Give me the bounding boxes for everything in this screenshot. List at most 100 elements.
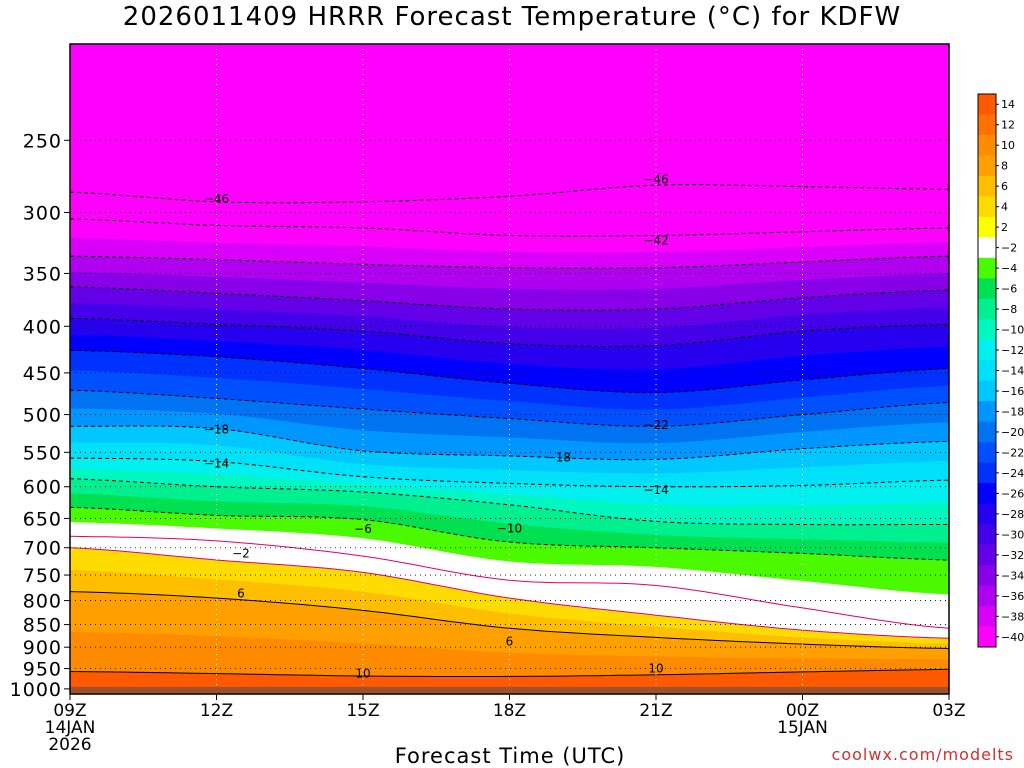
colorbar-swatch — [978, 237, 996, 259]
colorbar-swatch — [978, 298, 996, 320]
colorbar-swatch — [978, 319, 996, 341]
colorbar-swatch — [978, 421, 996, 443]
colorbar-label: −28 — [1001, 508, 1024, 521]
x-tick-label: 03Z — [932, 701, 965, 721]
colorbar-label: −40 — [1001, 631, 1024, 644]
y-tick-label: 850 — [23, 615, 62, 637]
colorbar-swatch — [978, 114, 996, 136]
contour-label: −46 — [204, 192, 229, 206]
ground-layer — [70, 686, 949, 694]
colorbar-label: 4 — [1001, 201, 1008, 214]
colorbar-label: −20 — [1001, 426, 1024, 439]
y-tick-label: 950 — [23, 659, 62, 681]
colorbar-swatch — [978, 524, 996, 546]
colorbar-label: −10 — [1001, 324, 1024, 337]
contour-line — [70, 425, 949, 461]
colorbar-swatch — [978, 626, 996, 648]
y-tick-label: 650 — [23, 508, 62, 530]
contour-label: −46 — [643, 172, 668, 186]
colorbar-label: 2 — [1001, 221, 1008, 234]
colorbar-label: −8 — [1001, 303, 1017, 316]
colorbar: 14 12 10 8 6 4 2 −2 −4 −6 −8 −10 −12 −14 −16 −18 −20 −22 −… — [977, 93, 1024, 648]
contour-label: −6 — [354, 522, 372, 536]
x-tick-label: 18Z — [493, 701, 526, 721]
colorbar-label: −26 — [1001, 487, 1024, 500]
x-tick-label: 09Z — [53, 701, 86, 721]
colorbar-swatch — [978, 565, 996, 587]
y-tick-label: 500 — [23, 405, 62, 427]
colorbar-label: −4 — [1001, 262, 1017, 275]
colorbar-label: 6 — [1001, 180, 1008, 193]
y-tick-label: 900 — [23, 637, 62, 659]
colorbar-label: −12 — [1001, 344, 1024, 357]
colorbar-label: 8 — [1001, 160, 1008, 173]
x-tick-label: 15JAN — [777, 718, 828, 738]
colorbar-label: −30 — [1001, 528, 1024, 541]
colorbar-swatch — [978, 155, 996, 177]
contour-line — [70, 535, 949, 629]
x-tick-label: 21Z — [639, 701, 672, 721]
contour-label: 6 — [237, 587, 245, 601]
x-tick-label: 2026 — [48, 735, 91, 755]
colorbar-swatch — [978, 175, 996, 197]
contour-label: 6 — [506, 634, 514, 648]
colorbar-label: −24 — [1001, 467, 1024, 480]
x-tick-label: 12Z — [200, 701, 233, 721]
y-tick-label: 400 — [23, 316, 62, 338]
y-tick-label: 550 — [23, 442, 62, 464]
y-tick-label: 800 — [23, 591, 62, 613]
colorbar-label: 12 — [1001, 119, 1015, 132]
colorbar-swatch — [978, 94, 996, 115]
contour-label: −18 — [546, 450, 571, 464]
contour-line — [70, 668, 949, 677]
y-tick-label: 300 — [23, 202, 62, 224]
colorbar-swatch — [978, 278, 996, 300]
y-tick-label: 600 — [23, 477, 62, 499]
contour-labels: −46 −46 −42 −22 −18 −18 −14 −14 −10 −6 −2 6 6 10 10 — [204, 172, 669, 680]
colorbar-label: −6 — [1001, 283, 1017, 296]
colorbar-label: 14 — [1001, 98, 1015, 111]
colorbar-swatch — [978, 503, 996, 525]
x-axis-label: Forecast Time (UTC) — [394, 744, 626, 768]
contour-label: −10 — [497, 522, 522, 536]
colorbar-swatch — [978, 585, 996, 607]
colorbar-label: −14 — [1001, 365, 1024, 378]
contour-line — [70, 506, 949, 561]
contour-label: −2 — [232, 546, 250, 560]
contour-label: 10 — [355, 667, 370, 681]
colorbar-label: −34 — [1001, 569, 1024, 582]
credit-link[interactable]: coolwx.com/modelts — [831, 745, 1014, 764]
colorbar-swatch — [978, 606, 996, 628]
colorbar-swatch — [978, 401, 996, 423]
colorbar-swatch — [978, 483, 996, 505]
colorbar-swatch — [978, 360, 996, 382]
colorbar-swatch — [978, 257, 996, 279]
chart-title: 2026011409 HRRR Forecast Temperature (°C… — [122, 2, 902, 32]
colorbar-label: −22 — [1001, 446, 1024, 459]
contour-label: −14 — [643, 483, 668, 497]
colorbar-swatch — [978, 196, 996, 218]
x-tick-label: 15Z — [346, 701, 379, 721]
colorbar-label: −18 — [1001, 405, 1024, 418]
x-tick-label: 14JAN — [45, 718, 96, 738]
temperature-band — [70, 44, 949, 203]
plot-area: −46 −46 −42 −22 −18 −18 −14 −14 −10 −6 −2 6 6 10 10 — [69, 43, 950, 695]
contour-label: −18 — [204, 422, 229, 436]
y-tick-label: 450 — [23, 363, 62, 385]
colorbar-swatch — [978, 380, 996, 402]
colorbar-label: −16 — [1001, 385, 1024, 398]
grid-lines — [70, 44, 949, 694]
y-axis: 2503003504004505005506006507007508008509… — [10, 130, 70, 701]
colorbar-label: −36 — [1001, 590, 1024, 603]
colorbar-label: −38 — [1001, 610, 1024, 623]
colorbar-swatch — [978, 339, 996, 361]
colorbar-swatch — [978, 462, 996, 484]
y-tick-label: 700 — [23, 538, 62, 560]
colorbar-swatch — [978, 216, 996, 238]
contour-label: −22 — [643, 418, 668, 432]
contour-label: 10 — [648, 662, 663, 676]
colorbar-label: −2 — [1001, 242, 1017, 255]
x-tick-label: 00Z — [786, 701, 819, 721]
